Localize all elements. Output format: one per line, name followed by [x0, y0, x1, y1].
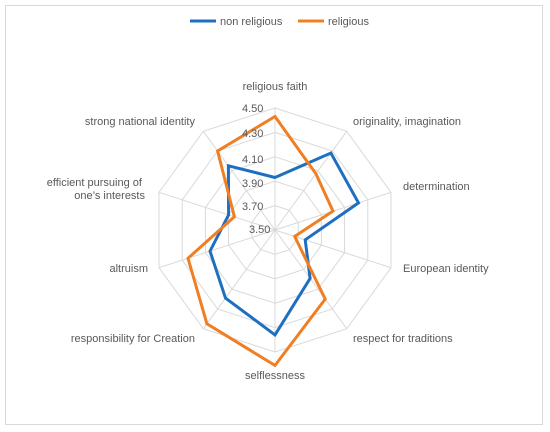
- category-label-selflessness: selflessness: [245, 370, 305, 382]
- category-label-european-identity: European identity: [403, 263, 489, 275]
- category-label-altruism: altruism: [109, 263, 148, 275]
- radial-tick-labels: 3.50 3.70 3.90 4.10 4.30 4.50: [242, 103, 270, 236]
- tick-label: 3.90: [242, 178, 263, 190]
- category-label-originality: originality, imagination: [353, 116, 461, 128]
- legend-label-non-religious: non religious: [220, 16, 283, 28]
- legend-label-religious: religious: [328, 16, 369, 28]
- grid-spoke: [202, 131, 276, 231]
- category-label-responsibility-for-creation: responsibility for Creation: [71, 333, 195, 345]
- tick-label: 3.70: [242, 201, 263, 213]
- category-label-respect-for-traditions: respect for traditions: [353, 333, 453, 345]
- category-label-determination: determination: [403, 181, 470, 193]
- chart-frame: [5, 5, 543, 425]
- grid-spoke: [274, 229, 392, 269]
- tick-label: 4.50: [242, 103, 263, 115]
- radar-grid: [158, 107, 392, 353]
- grid-spoke: [274, 131, 348, 231]
- tick-label: 4.10: [242, 154, 263, 166]
- tick-label: 4.30: [242, 128, 263, 140]
- legend: non religious religious: [190, 16, 369, 28]
- category-label-efficient-pursuing: efficient pursuing of one’s interests: [47, 177, 146, 202]
- radar-series: [186, 114, 361, 368]
- grid-spoke: [158, 191, 276, 231]
- grid-spoke: [158, 229, 276, 269]
- category-labels: religious faith originality, imagination…: [47, 81, 489, 382]
- category-label-religious-faith: religious faith: [243, 81, 308, 93]
- grid-spoke: [202, 229, 276, 329]
- tick-label: 3.50: [249, 224, 270, 236]
- series-line-religious: [186, 114, 335, 368]
- category-label-strong-national-identity: strong national identity: [85, 116, 196, 128]
